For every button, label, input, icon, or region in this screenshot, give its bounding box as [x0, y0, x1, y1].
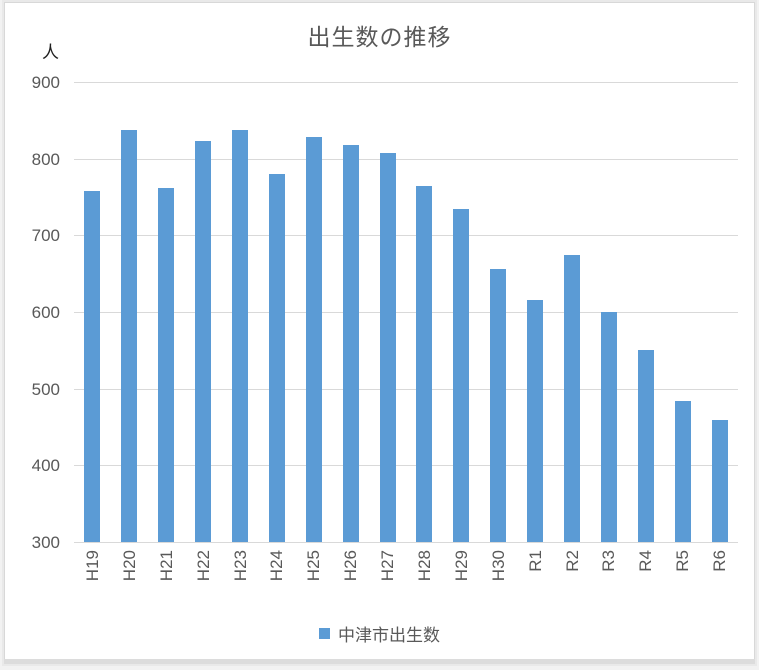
x-cell: H19 — [74, 550, 111, 608]
gridline: 600 — [32, 303, 738, 322]
bar-H27 — [379, 152, 396, 542]
bar-R2 — [564, 255, 581, 542]
chart-title: 出生数の推移 — [307, 24, 452, 50]
bar-H19 — [84, 190, 101, 542]
y-tick-label: 600 — [31, 303, 60, 322]
bar-R1 — [527, 299, 544, 542]
y-tick-label: 500 — [31, 379, 60, 399]
x-cell: H28 — [406, 550, 443, 608]
y-tick-label: 400 — [31, 456, 60, 476]
gridline: 700 — [32, 226, 738, 245]
y-tick-label: 900 — [31, 73, 60, 92]
x-cell: R1 — [517, 550, 554, 608]
bar-cell — [185, 82, 222, 542]
bar-cell — [74, 82, 111, 542]
x-cell: H24 — [258, 550, 295, 608]
x-tick-label: R5 — [673, 550, 693, 572]
x-cell: R5 — [664, 550, 701, 608]
x-cell: R3 — [590, 550, 627, 608]
x-tick-label: H28 — [414, 550, 434, 582]
bar-H30 — [490, 269, 507, 542]
y-tick-label: 300 — [31, 533, 60, 552]
x-cell: H27 — [369, 550, 406, 608]
x-tick-label: H23 — [230, 550, 250, 582]
bar-series — [74, 82, 738, 542]
legend: 中津市出生数 — [4, 621, 755, 646]
x-tick-label: H25 — [304, 550, 324, 582]
x-tick-label: R6 — [710, 550, 730, 572]
x-tick-label: H30 — [488, 550, 508, 582]
legend-swatch-icon — [319, 628, 330, 639]
bar-R6 — [711, 420, 728, 542]
bar-cell — [111, 82, 148, 542]
bar-cell — [443, 82, 480, 542]
bar-cell — [295, 82, 332, 542]
x-cell: H21 — [148, 550, 185, 608]
bar-H25 — [305, 137, 322, 542]
x-cell: H26 — [332, 550, 369, 608]
bar-cell — [590, 82, 627, 542]
legend-label: 中津市出生数 — [338, 626, 440, 645]
x-axis: H19 H20 H21 H22 H23 H24 H25 H26 H27 H28 H29 H30 R1 R2… — [74, 550, 738, 608]
x-cell: H30 — [480, 550, 517, 608]
bar-H29 — [453, 208, 470, 542]
bar-H24 — [268, 174, 285, 542]
bar-R3 — [600, 312, 617, 542]
x-tick-label: H29 — [451, 550, 471, 582]
y-tick-label: 800 — [31, 149, 60, 169]
plot-area: 900 800 700 600 500 400 300 — [32, 73, 738, 552]
y-axis-unit-label: 人 — [42, 43, 59, 62]
bar-cell — [554, 82, 591, 542]
bar-R4 — [637, 350, 654, 542]
gridline: 900 — [32, 73, 738, 92]
bar-cell — [517, 82, 554, 542]
x-tick-label: H24 — [267, 550, 287, 582]
x-cell: H25 — [295, 550, 332, 608]
bar-cell — [701, 82, 738, 542]
bar-H20 — [121, 129, 138, 542]
x-cell: R2 — [554, 550, 591, 608]
x-tick-label: H26 — [341, 550, 361, 582]
gridline: 400 — [32, 456, 738, 475]
x-cell: H20 — [111, 550, 148, 608]
gridline: 300 — [32, 533, 738, 552]
bar-cell — [332, 82, 369, 542]
bar-R5 — [674, 400, 691, 542]
x-tick-label: H27 — [378, 550, 398, 582]
x-tick-label: H22 — [193, 550, 213, 582]
bar-cell — [222, 82, 259, 542]
x-cell: H22 — [185, 550, 222, 608]
x-tick-label: H20 — [119, 550, 139, 582]
bar-H26 — [342, 144, 359, 542]
x-cell: R6 — [701, 550, 738, 608]
x-cell: H23 — [222, 550, 259, 608]
gridline: 500 — [32, 380, 738, 399]
bar-H21 — [158, 187, 175, 542]
bar-cell — [480, 82, 517, 542]
x-tick-label: H19 — [82, 550, 102, 582]
bar-H23 — [232, 130, 248, 542]
x-tick-label: R4 — [636, 550, 656, 572]
bar-cell — [148, 82, 185, 542]
x-tick-label: H21 — [156, 550, 176, 582]
x-tick-label: R1 — [525, 550, 545, 572]
gridline: 800 — [32, 150, 738, 169]
bar-cell — [258, 82, 295, 542]
x-tick-label: R3 — [599, 550, 619, 572]
bar-cell — [627, 82, 664, 542]
bar-H28 — [416, 185, 433, 542]
x-tick-label: R2 — [562, 550, 582, 572]
x-cell: R4 — [627, 550, 664, 608]
bar-cell — [406, 82, 443, 542]
y-tick-label: 700 — [31, 226, 60, 246]
bar-cell — [369, 82, 406, 542]
x-cell: H29 — [443, 550, 480, 608]
bar-H22 — [195, 141, 212, 542]
bar-cell — [664, 82, 701, 542]
